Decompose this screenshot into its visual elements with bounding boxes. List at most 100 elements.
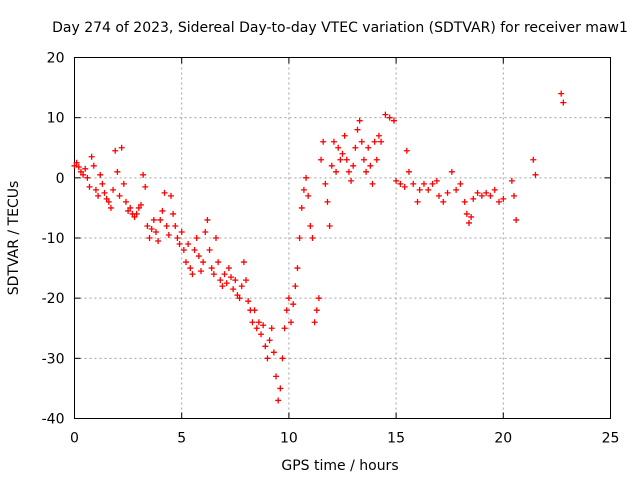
data-point bbox=[405, 168, 412, 175]
data-point bbox=[71, 162, 78, 169]
data-point bbox=[249, 319, 256, 326]
data-point bbox=[105, 198, 112, 205]
data-point bbox=[339, 150, 346, 157]
data-point bbox=[185, 241, 192, 248]
data-point bbox=[294, 265, 301, 272]
data-point bbox=[330, 138, 337, 145]
data-point bbox=[532, 171, 539, 178]
data-point bbox=[465, 219, 472, 226]
data-point bbox=[367, 162, 374, 169]
data-point bbox=[356, 117, 363, 124]
data-point bbox=[110, 186, 117, 193]
data-point bbox=[178, 228, 185, 235]
data-point bbox=[146, 235, 153, 241]
data-point bbox=[457, 180, 464, 187]
y-tick-label: -40 bbox=[42, 412, 65, 428]
data-point bbox=[303, 174, 310, 181]
data-point bbox=[530, 156, 537, 163]
data-point bbox=[260, 322, 267, 329]
data-point bbox=[558, 90, 565, 97]
data-point bbox=[311, 319, 318, 326]
data-point bbox=[403, 147, 410, 154]
data-point bbox=[273, 373, 280, 380]
data-point bbox=[393, 177, 400, 184]
data-point bbox=[333, 168, 340, 175]
data-point bbox=[270, 349, 277, 356]
data-point bbox=[251, 307, 258, 314]
data-point bbox=[174, 235, 181, 241]
data-point bbox=[86, 183, 93, 190]
data-point bbox=[99, 180, 106, 187]
data-point bbox=[461, 198, 468, 205]
data-point bbox=[97, 171, 104, 178]
data-point bbox=[470, 195, 477, 202]
data-point bbox=[170, 210, 177, 217]
data-point bbox=[309, 235, 316, 241]
y-tick-label: -30 bbox=[42, 351, 65, 367]
data-point bbox=[82, 165, 89, 172]
data-point bbox=[478, 192, 485, 199]
data-point bbox=[363, 168, 370, 175]
data-point bbox=[208, 265, 215, 272]
data-point bbox=[122, 198, 129, 205]
x-tick-label: 25 bbox=[602, 431, 620, 447]
data-point bbox=[232, 277, 239, 284]
data-point bbox=[511, 192, 518, 199]
data-point bbox=[73, 159, 80, 166]
data-point bbox=[118, 144, 125, 151]
data-point bbox=[210, 271, 217, 278]
data-point bbox=[193, 235, 200, 241]
data-point bbox=[416, 186, 423, 193]
data-point bbox=[324, 198, 331, 205]
data-point bbox=[80, 171, 87, 178]
data-point bbox=[433, 177, 440, 184]
data-point bbox=[322, 180, 329, 187]
data-point bbox=[373, 156, 380, 163]
data-point bbox=[240, 259, 247, 266]
data-point bbox=[206, 247, 213, 254]
data-point bbox=[281, 325, 288, 332]
data-point bbox=[264, 355, 271, 362]
data-point bbox=[180, 247, 187, 254]
data-point bbox=[116, 192, 123, 199]
data-point bbox=[290, 301, 297, 308]
data-point bbox=[266, 337, 273, 344]
data-point bbox=[491, 186, 498, 193]
data-point bbox=[343, 156, 350, 163]
data-point bbox=[435, 192, 442, 199]
data-point bbox=[238, 283, 245, 290]
data-point bbox=[215, 259, 222, 266]
data-point bbox=[352, 144, 359, 151]
chart-title: Day 274 of 2023, Sidereal Day-to-day VTE… bbox=[52, 20, 628, 36]
data-point bbox=[440, 198, 447, 205]
data-point bbox=[195, 253, 202, 260]
data-point bbox=[401, 183, 408, 190]
data-point bbox=[90, 162, 97, 169]
data-point bbox=[326, 222, 333, 229]
data-point bbox=[496, 198, 503, 205]
data-point bbox=[463, 210, 470, 217]
data-point bbox=[375, 132, 382, 139]
data-point bbox=[300, 186, 307, 193]
data-point bbox=[296, 235, 303, 241]
data-point bbox=[137, 201, 144, 208]
data-point bbox=[167, 192, 174, 199]
data-point bbox=[131, 213, 138, 220]
data-point bbox=[513, 216, 520, 223]
data-point bbox=[328, 162, 335, 169]
data-point bbox=[75, 164, 82, 171]
data-point bbox=[307, 222, 314, 229]
data-point bbox=[182, 259, 189, 266]
x-tick-label: 5 bbox=[177, 431, 186, 447]
data-point bbox=[213, 235, 220, 241]
data-point bbox=[560, 99, 567, 106]
data-point bbox=[202, 228, 209, 235]
data-point bbox=[219, 283, 226, 290]
y-tick-label: -10 bbox=[42, 231, 65, 247]
data-point bbox=[204, 216, 211, 223]
data-point bbox=[142, 183, 149, 190]
data-point bbox=[155, 238, 162, 245]
x-tick-label: 10 bbox=[280, 431, 298, 447]
data-point bbox=[345, 168, 352, 175]
data-point bbox=[410, 180, 417, 187]
